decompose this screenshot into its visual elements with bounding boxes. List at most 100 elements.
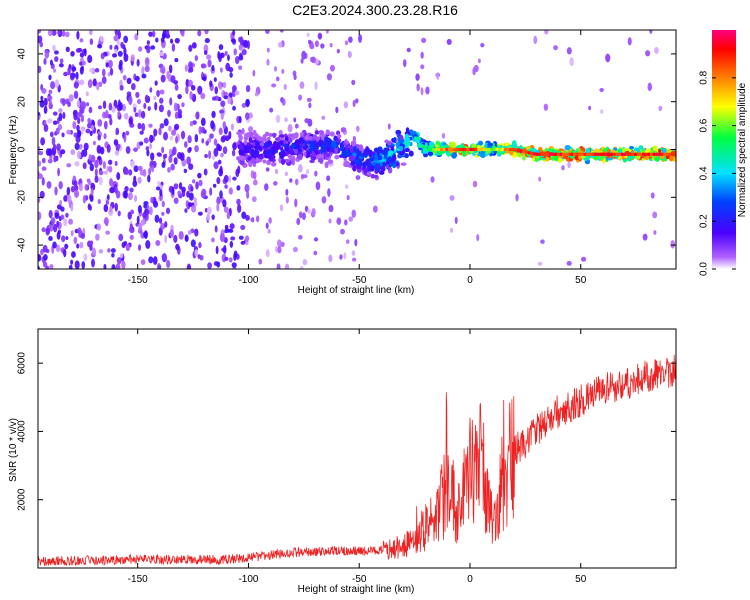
spectrogram-cell (133, 147, 138, 152)
spectrogram-cell (296, 141, 301, 145)
spectrogram-cell (38, 173, 43, 180)
spectrogram-cell (87, 117, 91, 124)
spectrogram-cell (61, 30, 66, 37)
spectrogram-cell (345, 140, 350, 145)
snr-x-tick-label: -150 (128, 574, 148, 585)
spectrogram-cell (159, 51, 165, 57)
spectrogram-cell (133, 107, 137, 113)
spectrogram-cell (254, 133, 259, 138)
spectrogram-cell (204, 153, 208, 159)
spectrogram-cell (63, 71, 68, 77)
spectrogram-cell (188, 146, 192, 152)
spectrogram-ridge-cell (490, 147, 494, 152)
spectrogram-ridge-cell (617, 152, 622, 157)
spectrogram-cell (89, 68, 94, 73)
spectrogram-cell (213, 161, 219, 170)
spectrogram-cell (107, 248, 111, 253)
spectrogram-cell (181, 102, 185, 108)
spectrogram-cell (199, 254, 204, 261)
spectrogram-cell (305, 169, 310, 175)
spectrogram-cell (73, 132, 78, 138)
spectrogram-cell (299, 81, 305, 89)
spectrogram-ridge-cell (636, 152, 641, 157)
spectrogram-cell (113, 35, 119, 42)
spectrogram-cell (126, 77, 132, 85)
spectrogram-cell (88, 205, 92, 211)
spectrogram-cell (138, 244, 142, 251)
spectrogram-cell (118, 102, 123, 111)
spectrogram-cell (161, 253, 167, 261)
spectrogram-cell (273, 181, 278, 186)
spectrogram-cell (86, 122, 93, 129)
spectrogram-cell (313, 250, 318, 256)
spectrogram-cell (73, 90, 79, 100)
spectrogram-cell (264, 131, 270, 137)
spectrogram-cell (213, 147, 219, 157)
spectrogram-cell (108, 159, 113, 165)
spectrogram-cell (246, 191, 250, 199)
spectrogram-cell (320, 43, 325, 49)
spectrogram-cell (147, 174, 151, 183)
spectrogram-cell (480, 42, 485, 48)
spectrogram-cell (248, 136, 253, 143)
spectrogram-cell (163, 131, 168, 141)
spectrogram-cell (122, 103, 126, 112)
spectrogram-cell (229, 240, 234, 248)
spectrogram-cell (240, 240, 246, 245)
spectrogram-cell (103, 120, 108, 130)
spectrogram-cell (345, 239, 350, 244)
spectrogram-cell (91, 247, 97, 256)
spectrogram-cell (149, 143, 152, 150)
spectrogram-cell (178, 230, 184, 240)
spectrogram-cell (171, 43, 176, 52)
spectrogram-cell (111, 105, 116, 113)
spectrogram-cell (97, 155, 102, 161)
spectrogram-cell (134, 112, 139, 117)
spectrogram-cell (232, 30, 236, 36)
spectrogram-ridge-cell (439, 147, 444, 152)
spectrogram-cell (131, 83, 136, 91)
spectrogram-cell (159, 188, 163, 197)
spectrogram-cell (103, 204, 109, 213)
spectrogram-cell (354, 238, 358, 247)
spectrogram-cell (219, 165, 223, 175)
spectrogram-cell (113, 139, 119, 146)
spectrogram-cell (79, 106, 84, 115)
spectrogram-cell (251, 196, 257, 203)
spectrogram-cell (181, 186, 186, 193)
spectrogram-cell (159, 89, 165, 95)
spectrogram-cell (306, 32, 310, 37)
spectrogram-cell (61, 132, 65, 138)
spectrogram-cell (310, 56, 316, 64)
spectrogram-cell (311, 207, 316, 217)
spectrogram-cell (154, 80, 158, 86)
spectrogram-cell (544, 30, 549, 35)
spectrogram-cell (130, 209, 135, 215)
spectrogram-cell (400, 162, 407, 166)
spectrogram-cell (300, 58, 304, 64)
spectrogram-cell (230, 236, 236, 241)
spectrogram-cell (168, 155, 173, 164)
spectrogram-cell (188, 202, 193, 208)
spectrogram-cell (129, 187, 134, 193)
spectrogram-cell (326, 175, 331, 182)
spectrogram-cell (387, 150, 394, 156)
spectrogram-cell (38, 30, 42, 34)
spectrogram-ridge-cell (673, 152, 676, 157)
spectrogram-cell (43, 105, 48, 114)
spectrogram-cell (38, 150, 44, 156)
spectrogram-cell (335, 106, 339, 114)
spectrogram-cell (223, 206, 229, 213)
spectrogram-ridge-cell (644, 152, 649, 157)
spectrogram-cell (348, 216, 354, 222)
spectrogram-cell (87, 181, 92, 186)
spectrogram-cell (355, 175, 361, 180)
colorbar-tick-label: 0.2 (699, 214, 710, 228)
spectrogram-cell (42, 261, 48, 268)
spectrogram-cell (73, 180, 78, 187)
spectrogram-cell (98, 176, 103, 186)
spectrogram-cell (222, 146, 228, 155)
spectrogram-cell (649, 30, 653, 34)
spectrogram-cell (415, 139, 421, 144)
spectrogram-cell (77, 150, 82, 160)
